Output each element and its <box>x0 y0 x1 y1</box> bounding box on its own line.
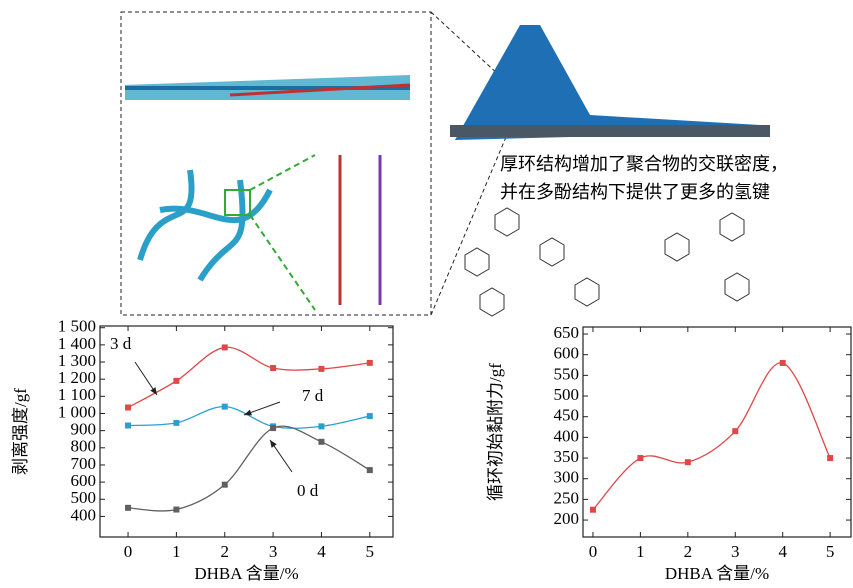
zoom-line <box>250 155 315 190</box>
series-label: 3 d <box>110 334 132 353</box>
data-point <box>125 404 131 410</box>
data-point <box>780 360 786 366</box>
y-tick-label: 1 100 <box>58 385 96 404</box>
y-tick-label: 550 <box>554 364 580 383</box>
x-tick-label: 2 <box>220 542 229 561</box>
y-tick-label: 400 <box>71 505 97 524</box>
data-point <box>367 360 373 366</box>
x-tick-label: 3 <box>269 542 278 561</box>
series-line <box>593 363 830 510</box>
y-tick-label: 900 <box>71 420 97 439</box>
x-tick-label: 5 <box>826 542 835 561</box>
arrow-head <box>270 440 277 448</box>
data-point <box>318 366 324 372</box>
x-tick-label: 5 <box>366 542 375 561</box>
y-tick-label: 450 <box>554 406 580 425</box>
data-point <box>270 425 276 431</box>
caption: 并在多酚结构下提供了更多的氢键 <box>500 182 770 203</box>
figure: 厚环结构增加了聚合物的交联密度， 并在多酚结构下提供了更多的氢键 4005006… <box>0 0 853 583</box>
x-axis-label: DHBA 含量/% <box>194 564 298 583</box>
y-tick-label: 500 <box>554 385 580 404</box>
y-tick-label: 800 <box>71 437 97 456</box>
y-tick-label: 200 <box>554 509 580 528</box>
dashed-box <box>121 12 431 315</box>
data-point <box>222 404 228 410</box>
y-axis-label: 剥离强度/gf <box>11 388 30 475</box>
y-axis-label: 循环初始黏附力/gf <box>486 363 505 501</box>
y-tick-label: 300 <box>554 468 580 487</box>
x-tick-label: 4 <box>778 542 787 561</box>
x-tick-label: 2 <box>684 542 693 561</box>
data-point <box>173 420 179 426</box>
data-point <box>827 455 833 461</box>
data-point <box>732 428 738 434</box>
y-tick-label: 1 300 <box>58 351 96 370</box>
data-point <box>318 439 324 445</box>
plot-frame <box>100 326 393 537</box>
data-point <box>367 467 373 473</box>
data-point <box>173 378 179 384</box>
y-tick-label: 700 <box>71 454 97 473</box>
polymer-network <box>140 170 270 280</box>
series-line <box>128 426 370 511</box>
data-point <box>318 423 324 429</box>
x-axis-label: DHBA 含量/% <box>665 564 769 583</box>
x-tick-label: 0 <box>124 542 133 561</box>
caption: 厚环结构增加了聚合物的交联密度， <box>500 154 788 175</box>
x-tick-label: 4 <box>317 542 326 561</box>
data-point <box>125 422 131 428</box>
data-point <box>222 482 228 488</box>
data-point <box>590 507 596 513</box>
data-point <box>637 455 643 461</box>
series-label: 0 d <box>297 481 319 500</box>
x-tick-label: 0 <box>589 542 598 561</box>
data-point <box>125 505 131 511</box>
data-point <box>222 344 228 350</box>
x-tick-label: 1 <box>172 542 181 561</box>
y-tick-label: 600 <box>554 344 580 363</box>
y-tick-label: 250 <box>554 488 580 507</box>
data-point <box>685 459 691 465</box>
film <box>455 25 760 140</box>
y-tick-label: 600 <box>71 471 97 490</box>
y-tick-label: 650 <box>554 323 580 342</box>
y-tick-label: 1 000 <box>58 402 96 421</box>
page: 厚环结构增加了聚合物的交联密度， 并在多酚结构下提供了更多的氢键 4005006… <box>0 0 853 588</box>
molecules <box>465 208 749 316</box>
y-tick-label: 1 400 <box>58 334 96 353</box>
series-label: 7 d <box>302 386 324 405</box>
data-point <box>270 365 276 371</box>
y-tick-label: 1 500 <box>58 317 96 336</box>
highlight <box>225 190 250 215</box>
y-tick-label: 400 <box>554 426 580 445</box>
arrow-head <box>244 410 252 416</box>
y-tick-label: 500 <box>71 488 97 507</box>
series-line <box>128 347 370 407</box>
plot-frame <box>583 327 851 537</box>
y-tick-label: 1 200 <box>58 368 96 387</box>
data-point <box>367 413 373 419</box>
y-tick-label: 350 <box>554 447 580 466</box>
series-line <box>128 407 370 429</box>
x-tick-label: 3 <box>731 542 740 561</box>
illustration: 厚环结构增加了聚合物的交联密度， 并在多酚结构下提供了更多的氢键 <box>121 12 788 316</box>
x-tick-label: 1 <box>636 542 645 561</box>
zoom-line <box>250 215 315 310</box>
data-point <box>173 507 179 513</box>
substrate <box>450 125 770 137</box>
